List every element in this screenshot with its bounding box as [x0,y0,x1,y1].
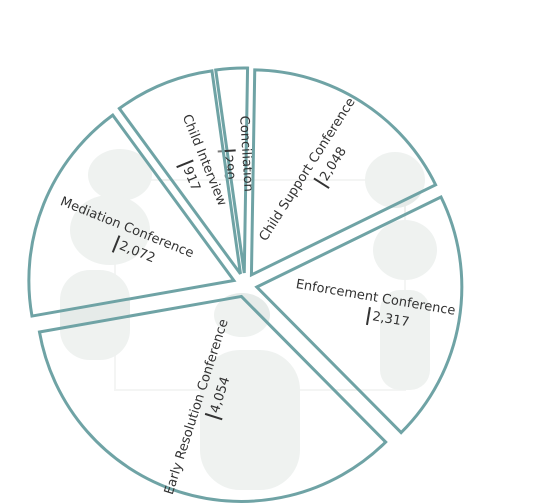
label-separator [176,159,194,169]
label-separator [204,412,223,421]
background-figures [60,149,437,490]
label-separator [111,235,121,253]
label-separator [365,306,371,326]
pie-slice [214,66,250,274]
pie-slice [27,113,237,318]
label-separator [313,177,330,189]
pie-slice [254,194,464,435]
pie-slice [37,294,388,503]
pie-slice [117,69,242,275]
category-label: Conciliation [236,115,256,192]
pie-slice [249,68,438,278]
label-separator [217,149,236,153]
value-label: 2,317 [371,309,410,330]
